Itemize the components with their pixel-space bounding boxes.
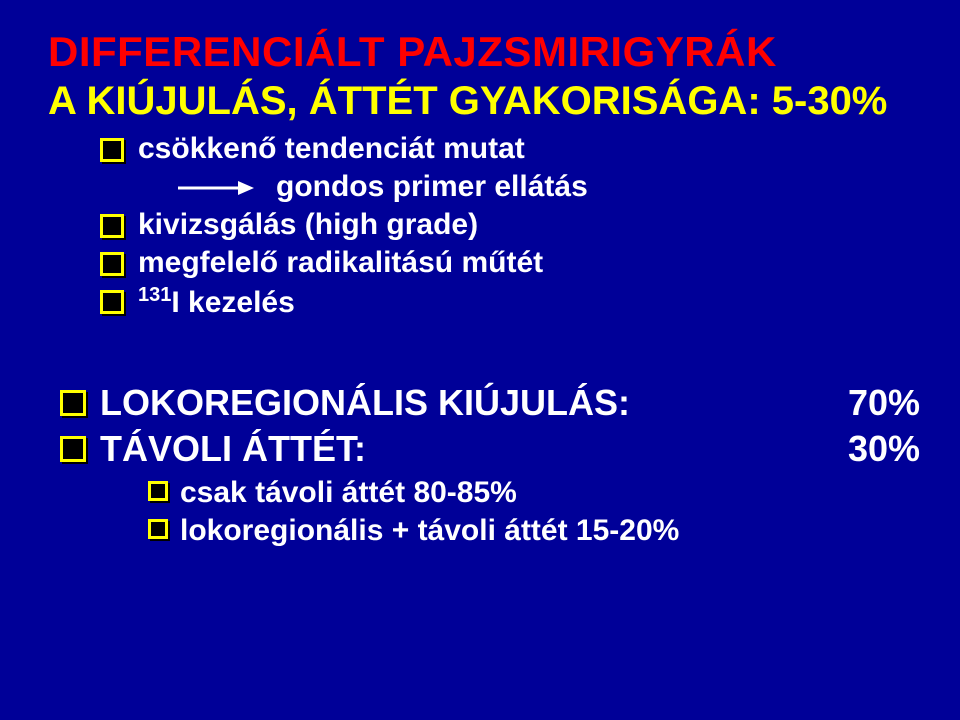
list-item-label: kivizsgálás (high grade)	[138, 208, 478, 242]
list-item-arrow: gondos primer ellátás	[178, 170, 920, 204]
list-item-label: csak távoli áttét 80-85%	[180, 476, 517, 510]
list-item-label: TÁVOLI ÁTTÉT:	[100, 428, 366, 470]
list-item: megfelelő radikalitású műtét	[100, 246, 920, 280]
checkbox-icon	[100, 214, 124, 238]
list-sub-item: csak távoli áttét 80-85%	[148, 476, 920, 510]
list-item-percent: 30%	[848, 428, 920, 470]
list-item: kivizsgálás (high grade)	[100, 208, 920, 242]
list-item-label: lokoregionális + távoli áttét 15-20%	[180, 514, 679, 548]
checkbox-icon	[60, 436, 86, 462]
checkbox-icon	[100, 252, 124, 276]
list-item-percent: 70%	[848, 382, 920, 424]
list-item-label: megfelelő radikalitású műtét	[138, 246, 543, 280]
list-item-major: TÁVOLI ÁTTÉT: 30%	[60, 428, 920, 470]
upper-bullet-list: csökkenő tendenciát mutat gondos primer …	[48, 132, 920, 320]
arrow-right-icon	[178, 180, 254, 196]
slide-title-line2: A KIÚJULÁS, ÁTTÉT GYAKORISÁGA: 5-30%	[48, 78, 920, 124]
checkbox-icon	[148, 481, 168, 501]
list-item-major: LOKOREGIONÁLIS KIÚJULÁS: 70%	[60, 382, 920, 424]
checkbox-icon	[148, 519, 168, 539]
checkbox-icon	[100, 290, 124, 314]
list-item-label: csökkenő tendenciát mutat	[138, 132, 525, 166]
list-sub-item: lokoregionális + távoli áttét 15-20%	[148, 514, 920, 548]
lower-bullet-list: LOKOREGIONÁLIS KIÚJULÁS: 70% TÁVOLI ÁTTÉ…	[48, 382, 920, 548]
list-item-label: LOKOREGIONÁLIS KIÚJULÁS:	[100, 382, 630, 424]
list-item: 131I kezelés	[100, 284, 920, 320]
list-item-label: 131I kezelés	[138, 284, 295, 320]
checkbox-icon	[100, 138, 124, 162]
list-item: csökkenő tendenciát mutat	[100, 132, 920, 166]
slide-title-line1: DIFFERENCIÁLT PAJZSMIRIGYRÁK	[48, 28, 920, 76]
checkbox-icon	[60, 390, 86, 416]
list-item-label: gondos primer ellátás	[276, 170, 588, 204]
